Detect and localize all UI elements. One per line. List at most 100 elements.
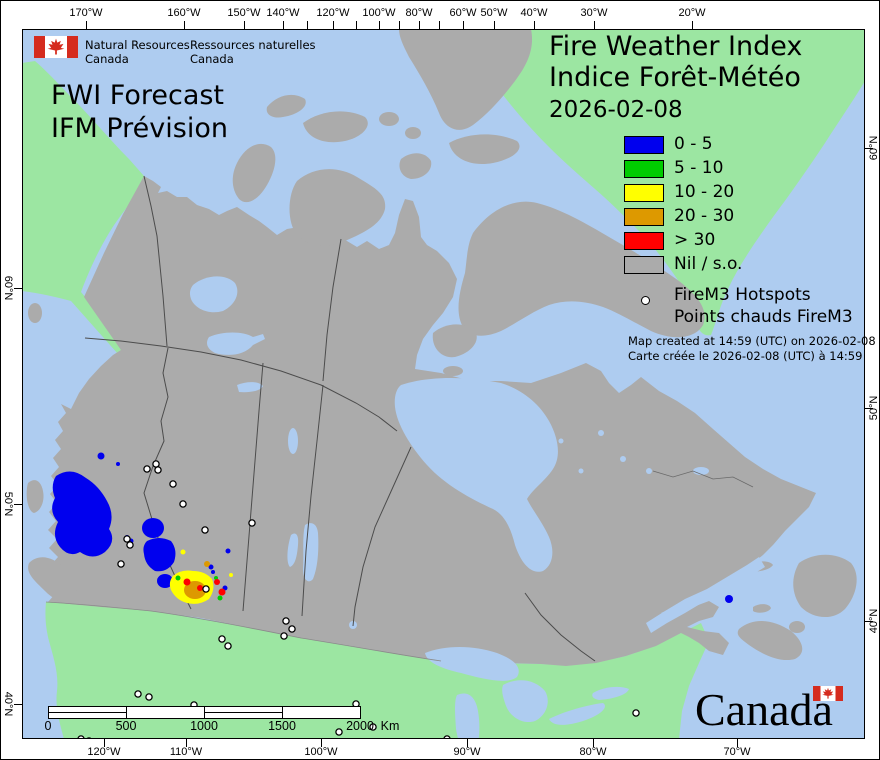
longitude-tick (419, 21, 420, 29)
firem3-hotspot-label: FireM3 Hotspots Points chauds FireM3 (674, 285, 853, 327)
longitude-label-bottom: 70°W (723, 746, 751, 758)
longitude-tick (321, 739, 322, 747)
firem3-hotspot (169, 480, 177, 488)
longitude-tick (307, 21, 308, 29)
us-canada-border (45, 601, 442, 662)
haida-gwaii (26, 480, 44, 513)
firem3-hotspot (335, 728, 343, 736)
firem3-hotspot (280, 632, 288, 640)
lake-michigan (455, 693, 480, 739)
legend-class-label: 5 - 10 (674, 158, 724, 178)
fwi-region (204, 561, 210, 567)
victoria-island (289, 169, 386, 246)
legend-class-label: 20 - 30 (674, 206, 735, 226)
forecast-date: 2026-02-08 (549, 97, 683, 123)
vancouver-island (28, 557, 78, 603)
created-note-en: Map created at 14:59 (UTC) on 2026-02-08 (628, 334, 876, 348)
wordmark-flag-icon (813, 686, 843, 701)
fwi-region (183, 578, 191, 586)
southampton-island (432, 324, 477, 358)
longitude-tick (104, 739, 105, 747)
longitude-label-top: 40°W (520, 7, 548, 19)
greenland-landmass (468, 29, 865, 336)
fwi-region (225, 548, 231, 554)
firem3-hotspot (126, 541, 134, 549)
longitude-label-top: 140°W (266, 7, 300, 19)
firem3-hotspot (218, 635, 226, 643)
legend-class-label: > 30 (674, 230, 716, 250)
firem3-hotspot (224, 642, 232, 650)
fwi-region (214, 579, 220, 585)
latitude-label-left: 50°N (2, 491, 14, 517)
longitude-label-bottom: 80°W (579, 746, 607, 758)
longitude-tick (737, 739, 738, 747)
fwi-region (116, 462, 120, 466)
firem3-hotspot (248, 519, 256, 527)
hudson-bay (394, 378, 558, 572)
longitude-label-top: 150°W (227, 7, 261, 19)
legend-row: 20 - 30 (624, 206, 864, 232)
legend-row: 5 - 10 (624, 158, 864, 184)
fwi-region (180, 549, 186, 555)
firem3-hotspot (201, 526, 209, 534)
product-title-en: FWI Forecast (51, 80, 225, 111)
lake-superior (425, 647, 519, 681)
longitude-tick (692, 21, 693, 29)
provincial-borders (84, 175, 754, 662)
scale-bar-value: 2000 (346, 719, 374, 733)
latitude-label-left: 60°N (2, 275, 14, 301)
longitude-label-bottom: 100°W (304, 746, 338, 758)
pei (753, 604, 771, 613)
newfoundland (793, 554, 857, 618)
longitude-tick (467, 739, 468, 747)
devon-island (449, 134, 520, 165)
lake-erie (549, 703, 605, 725)
longitude-tick (283, 21, 284, 29)
legend-row: Nil / s.o. (624, 254, 864, 280)
canada-flag-icon (34, 36, 78, 58)
longitude-tick (186, 739, 187, 747)
great-bear-lake (189, 276, 238, 313)
canada-wordmark: Canada (695, 686, 843, 733)
lake-huron (502, 680, 548, 723)
st-lawrence-river (646, 557, 765, 633)
scale-bar-value: 500 (115, 719, 137, 733)
legend-swatch (624, 256, 664, 274)
scale-bar-value: 0 (44, 719, 52, 733)
longitude-tick (534, 21, 535, 29)
longitude-label-top: 120°W (316, 7, 350, 19)
firem3-hotspot (154, 466, 162, 474)
longitude-tick (494, 21, 495, 29)
alaska-landmass (22, 61, 144, 354)
dept-name-fr: Ressources naturelles Canada (190, 38, 316, 66)
legend-swatch (624, 232, 664, 250)
longitude-tick (593, 739, 594, 747)
longitude-label-bottom: 90°W (453, 746, 481, 758)
firem3-hotspot (632, 709, 640, 717)
banks-island (232, 143, 276, 203)
scale-bar-value: 1500 (268, 719, 296, 733)
legend-row: > 30 (624, 230, 864, 256)
longitude-tick (333, 21, 334, 29)
fwi-region (97, 452, 105, 460)
longitude-label-top: 160°W (167, 7, 201, 19)
great-lakes (425, 557, 765, 739)
fwi-region (208, 564, 214, 570)
fwi-region (143, 538, 176, 572)
firem3-hotspot (143, 465, 151, 473)
canada-map (22, 29, 865, 739)
fwi-region (211, 570, 215, 574)
map-title: Fire Weather Index Indice Forêt-Météo 20… (549, 31, 802, 126)
longitude-tick (399, 21, 400, 29)
longitude-label-top: 30°W (580, 7, 608, 19)
fwi-region (197, 585, 203, 591)
scale-bar-unit: Km (380, 719, 400, 733)
latitude-tick (865, 621, 873, 622)
firem3-hotspot (134, 690, 142, 698)
latitude-label-right: 60°N (868, 135, 880, 161)
product-title: FWI Forecast IFM Prévision (51, 79, 228, 145)
firem3-hotspot (202, 585, 210, 593)
lake-ontario (592, 686, 629, 700)
fwi-region (142, 518, 164, 538)
